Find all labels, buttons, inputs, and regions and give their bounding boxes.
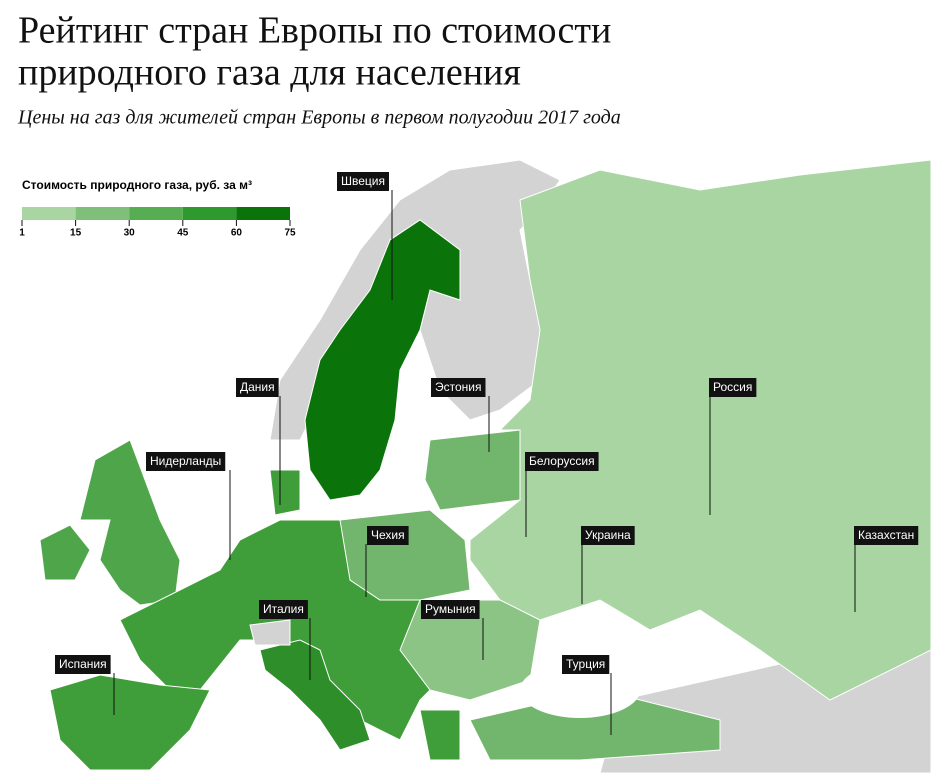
subtitle: Цены на газ для жителей стран Европы в п… (17, 107, 621, 129)
legend-tick-label: 60 (231, 228, 243, 239)
legend-swatch (22, 207, 76, 220)
label-box (421, 600, 480, 619)
region-balkan (399, 599, 541, 701)
country-label: Италия (263, 602, 304, 616)
country-label: Россия (713, 380, 752, 394)
legend-tick-label: 1 (19, 228, 25, 239)
country-label: Румыния (425, 602, 476, 616)
legend-swatch (182, 207, 237, 220)
label-box (562, 655, 610, 674)
country-label: Швеция (341, 174, 385, 188)
region-swiss (249, 619, 291, 646)
title-line-2: природного газа для населения (18, 52, 521, 94)
legend: 1 15 30 45 60 75 (19, 207, 296, 239)
region-baltic (424, 429, 521, 511)
country-label: Дания (240, 380, 275, 394)
legend-tick-label: 15 (70, 228, 82, 239)
region-italy (259, 639, 371, 751)
label-box (854, 526, 919, 545)
label-box (367, 526, 409, 545)
region-spain (49, 674, 211, 771)
legend-swatch (236, 207, 290, 220)
country-label: Казахстан (858, 528, 914, 542)
region-ireland (39, 524, 91, 581)
label-box (525, 452, 599, 471)
legend-tick-label: 45 (177, 228, 189, 239)
legend-tick-label: 75 (284, 228, 296, 239)
label-box (431, 378, 486, 397)
label-box (709, 378, 757, 397)
legend-swatch (75, 207, 130, 220)
country-labels: Швеция Дания Эстония Россия Нидерланды Белору… (55, 172, 919, 735)
label-box (337, 172, 389, 191)
country-label: Нидерланды (150, 454, 221, 468)
legend-title: Стоимость природного газа, руб. за м³ (22, 178, 252, 192)
title-line-1: Рейтинг стран Европы по стоимости (18, 10, 611, 52)
legend-tick-label: 30 (124, 228, 136, 239)
country-label: Турция (566, 657, 605, 671)
black-sea (520, 662, 640, 718)
country-label: Эстония (435, 380, 482, 394)
basemap (39, 159, 931, 773)
country-label: Белоруссия (529, 454, 595, 468)
label-box (581, 526, 635, 545)
country-label: Чехия (371, 528, 405, 542)
region-central (339, 509, 471, 601)
legend-swatch (129, 207, 183, 220)
region-light (469, 159, 931, 701)
region-denmark (269, 469, 301, 516)
country-label: Испания (59, 657, 107, 671)
label-box (236, 378, 279, 397)
label-box (55, 655, 111, 674)
label-box (259, 600, 308, 619)
label-box (146, 452, 226, 471)
region-sweden (304, 219, 461, 501)
country-label: Украина (585, 528, 631, 542)
region-greece (419, 709, 461, 761)
